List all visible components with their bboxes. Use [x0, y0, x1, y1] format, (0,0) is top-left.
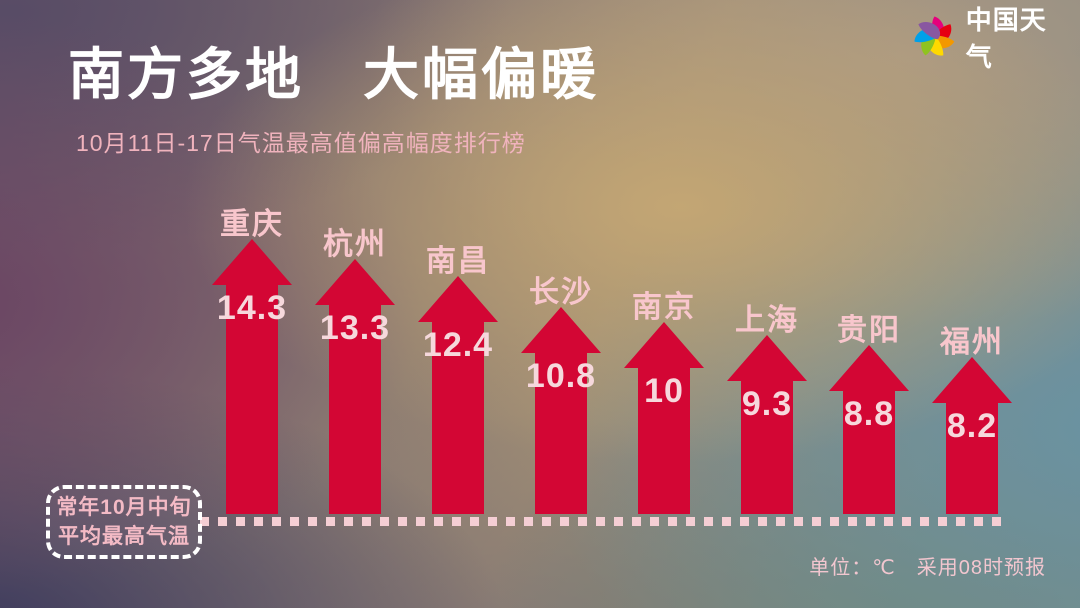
value-label: 9.3: [741, 385, 793, 423]
temp-arrow-1: [212, 239, 292, 514]
city-label: 南昌: [426, 245, 490, 278]
city-label: 重庆: [220, 208, 284, 241]
value-label: 12.4: [422, 326, 494, 364]
temp-arrow-3: [418, 276, 498, 514]
value-label: 8.8: [843, 395, 895, 433]
baseline-label-box: 常年10月中旬 平均最高气温: [46, 485, 202, 559]
value-label: 10: [644, 372, 684, 410]
city-label: 长沙: [529, 276, 593, 309]
unit-and-source-note: 单位：℃ 采用08时预报: [809, 557, 1046, 579]
temp-arrow-2: [315, 259, 395, 514]
baseline-dotted-line: [200, 517, 1006, 526]
pinwheel-icon: [914, 16, 955, 56]
baseline-label-line2: 平均最高气温: [58, 525, 190, 548]
city-label: 杭州: [323, 228, 387, 261]
page-subtitle: 10月11日-17日气温最高值偏高幅度排行榜: [76, 130, 526, 156]
city-label: 上海: [735, 304, 799, 337]
page-title: 南方多地 大幅偏暖: [68, 43, 599, 106]
temp-arrow-6: [727, 335, 807, 514]
value-label: 8.2: [946, 407, 998, 445]
value-label: 13.3: [319, 309, 391, 347]
value-label: 14.3: [216, 289, 288, 327]
baseline-label-line1: 常年10月中旬: [56, 496, 192, 519]
city-label: 贵阳: [837, 314, 901, 347]
brand-name: 中国天气: [965, 5, 1047, 72]
brand-logo: 中国天气: [911, 5, 1071, 72]
city-label: 福州: [940, 326, 1004, 359]
temp-arrow-4: [521, 307, 601, 514]
city-label: 南京: [632, 291, 696, 324]
temp-arrow-5: [624, 322, 704, 514]
value-label: 10.8: [525, 357, 597, 395]
